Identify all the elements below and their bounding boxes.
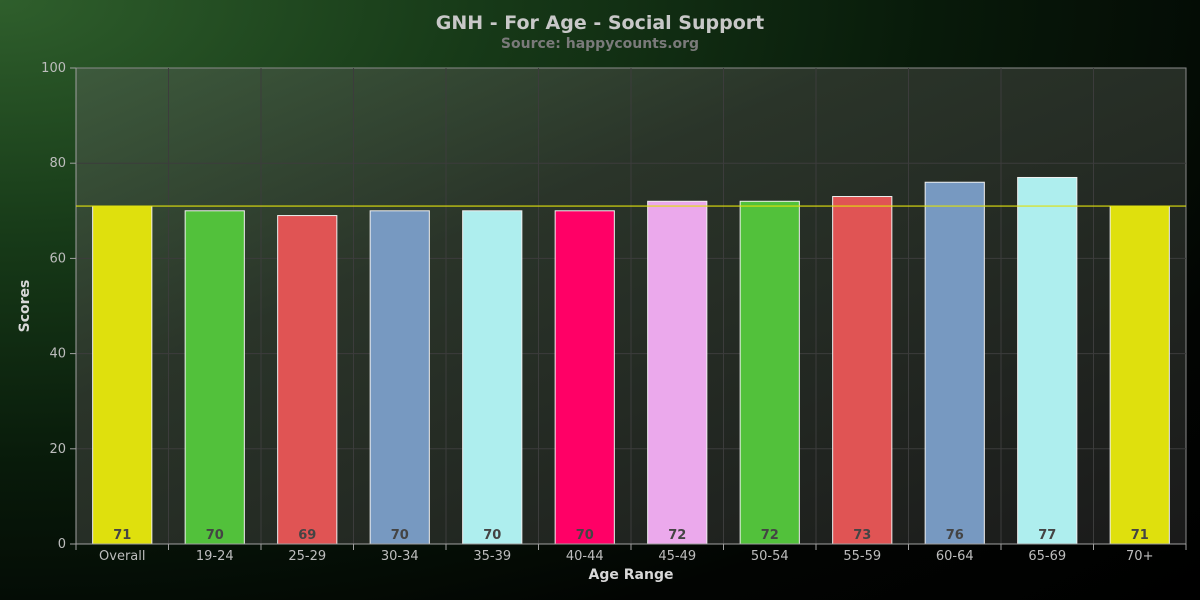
y-tick-label: 100	[41, 61, 66, 76]
bar-25-29[interactable]	[277, 215, 338, 545]
x-tick-label: 70+	[1126, 549, 1153, 564]
data-label: 70	[483, 528, 501, 543]
x-tick-label: 65-69	[1028, 549, 1066, 564]
y-tick-label: 80	[49, 156, 66, 171]
x-tick-label: 40-44	[566, 549, 604, 564]
data-label: 70	[576, 528, 594, 543]
bar-Overall[interactable]	[92, 205, 153, 545]
bar-35-39[interactable]	[462, 210, 523, 545]
data-label: 77	[1038, 528, 1056, 543]
data-label: 71	[1131, 528, 1149, 543]
y-tick-label: 20	[49, 442, 66, 457]
bar-45-49[interactable]	[647, 200, 708, 545]
bar-60-64[interactable]	[924, 181, 985, 545]
data-label: 76	[946, 528, 964, 543]
bar-30-34[interactable]	[369, 210, 430, 545]
x-axis-label: Age Range	[589, 567, 674, 583]
x-axis-ticks: Overall 19-24 25-29 30-34 35-39 40-44 45-49 50-…	[75, 544, 1187, 564]
data-label: 71	[113, 528, 131, 543]
bar-19-24[interactable]	[184, 210, 245, 545]
x-tick-label: Overall	[99, 549, 145, 564]
y-tick-label: 40	[49, 347, 66, 362]
grid-lines	[76, 68, 1186, 544]
data-label: 70	[206, 528, 224, 543]
x-tick-label: 55-59	[843, 549, 881, 564]
x-tick-label: 25-29	[288, 549, 326, 564]
bar-50-54[interactable]	[739, 200, 800, 545]
bar-40-44[interactable]	[554, 210, 615, 545]
x-tick-label: 60-64	[936, 549, 974, 564]
x-tick-label: 30-34	[381, 549, 419, 564]
x-tick-label: 35-39	[473, 549, 511, 564]
bar-70+[interactable]	[1109, 205, 1170, 545]
y-axis-label: Scores	[17, 280, 33, 333]
y-tick-label: 60	[49, 251, 66, 266]
bars-group: 71 70 69 70 70 70 72 72 73 76 77 71	[92, 176, 1170, 545]
x-tick-label: 50-54	[751, 549, 789, 564]
x-tick-label: 45-49	[658, 549, 696, 564]
chart-subtitle: Source: happycounts.org	[501, 36, 699, 52]
y-tick-label: 0	[58, 537, 66, 552]
data-label: 70	[391, 528, 409, 543]
bar-65-69[interactable]	[1017, 176, 1078, 545]
chart-title: GNH - For Age - Social Support	[436, 12, 764, 34]
bar-55-59[interactable]	[832, 196, 893, 545]
data-label: 73	[853, 528, 871, 543]
x-tick-label: 19-24	[196, 549, 234, 564]
data-label: 69	[298, 528, 316, 543]
data-label: 72	[761, 528, 779, 543]
data-label: 72	[668, 528, 686, 543]
y-axis-ticks: 0 20 40 60 80 100	[41, 61, 76, 552]
